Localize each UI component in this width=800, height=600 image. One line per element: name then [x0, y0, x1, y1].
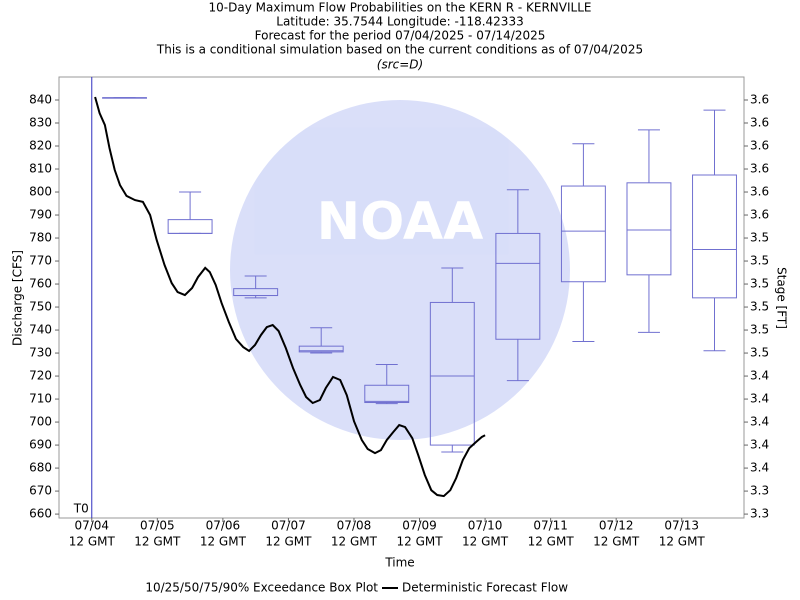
box — [429, 301, 475, 446]
y2-tick-label: 3.6 — [750, 162, 769, 176]
box — [692, 174, 737, 299]
title: This is a conditional simulation based o… — [156, 43, 643, 57]
y-tick-label: 700 — [29, 415, 52, 429]
y2-tick-label: 3.4 — [750, 461, 769, 475]
x-tick-label: 07/04 — [74, 519, 109, 533]
y-tick-label: 660 — [29, 507, 52, 521]
y-axis-label: Discharge [CFS] — [11, 250, 25, 346]
x-tick-label: 07/07 — [271, 519, 306, 533]
box — [626, 182, 672, 276]
y2-tick-label: 3.4 — [750, 392, 769, 406]
plot-frame — [58, 76, 745, 519]
x-tick-label: 07/08 — [337, 519, 372, 533]
watermark-disc — [230, 100, 570, 440]
flow-line — [94, 96, 486, 498]
y-tick-label: 740 — [29, 323, 52, 337]
y2-tick-label: 3.6 — [750, 116, 769, 130]
y-tick-label: 800 — [29, 185, 52, 199]
forecast-start-label: T0 — [73, 502, 89, 516]
y2-tick-label: 3.5 — [750, 254, 769, 268]
y-tick-label: 680 — [29, 461, 52, 475]
box — [495, 232, 541, 340]
y-tick-label: 730 — [29, 346, 52, 360]
x-axis-label: Time — [384, 556, 414, 570]
y-tick-label: 830 — [29, 116, 52, 130]
title: 10-Day Maximum Flow Probabilities on the… — [209, 1, 592, 15]
x-tick-sublabel: 12 GMT — [265, 535, 312, 549]
y-tick-label: 840 — [29, 93, 52, 107]
y-tick-label: 710 — [29, 392, 52, 406]
y2-tick-label: 3.6 — [750, 185, 769, 199]
x-tick-label: 07/10 — [468, 519, 503, 533]
x-tick-sublabel: 12 GMT — [462, 535, 509, 549]
y2-tick-label: 3.3 — [750, 484, 769, 498]
x-tick-label: 07/12 — [599, 519, 634, 533]
x-tick-sublabel: 12 GMT — [659, 535, 706, 549]
box — [364, 384, 410, 404]
y2-tick-label: 3.5 — [750, 323, 769, 337]
title: Latitude: 35.7544 Longitude: -118.42333 — [276, 15, 523, 29]
y-tick-label: 670 — [29, 484, 52, 498]
y-tick-label: 790 — [29, 208, 52, 222]
y2-tick-label: 3.6 — [750, 208, 769, 222]
x-tick-sublabel: 12 GMT — [134, 535, 181, 549]
legend-label: 10/25/50/75/90% Exceedance Box Plot — [145, 581, 378, 595]
x-tick-label: 07/13 — [664, 519, 699, 533]
watermark: NOAA — [230, 100, 570, 440]
y2-tick-label: 3.5 — [750, 231, 769, 245]
y2-axis-label: Stage [FT] — [775, 267, 789, 329]
legend-label: Deterministic Forecast Flow — [402, 581, 568, 595]
y2-tick-label: 3.6 — [750, 139, 769, 153]
y-tick-label: 770 — [29, 254, 52, 268]
y-tick-label: 820 — [29, 139, 52, 153]
x-tick-sublabel: 12 GMT — [396, 535, 443, 549]
y-tick-label: 760 — [29, 277, 52, 291]
y2-tick-label: 3.6 — [750, 93, 769, 107]
x-tick-sublabel: 12 GMT — [69, 535, 116, 549]
y2-tick-label: 3.4 — [750, 415, 769, 429]
subtitle: (src=D) — [377, 58, 423, 72]
y-tick-label: 810 — [29, 162, 52, 176]
watermark-logo: NOAA — [317, 192, 484, 252]
x-tick-label: 07/09 — [402, 519, 437, 533]
x-tick-label: 07/06 — [206, 519, 241, 533]
y2-tick-label: 3.3 — [750, 507, 769, 521]
title: Forecast for the period 07/04/2025 - 07/… — [255, 29, 546, 43]
y-tick-label: 690 — [29, 438, 52, 452]
box — [560, 185, 606, 283]
box — [298, 345, 344, 353]
x-tick-label: 07/05 — [140, 519, 175, 533]
y-tick-label: 750 — [29, 300, 52, 314]
x-tick-sublabel: 12 GMT — [593, 535, 640, 549]
x-tick-sublabel: 12 GMT — [200, 535, 247, 549]
x-tick-sublabel: 12 GMT — [528, 535, 575, 549]
x-tick-sublabel: 12 GMT — [331, 535, 378, 549]
x-tick-label: 07/11 — [533, 519, 568, 533]
box — [167, 219, 213, 234]
y2-tick-label: 3.4 — [750, 438, 769, 452]
y2-tick-label: 3.5 — [750, 346, 769, 360]
y2-tick-label: 3.5 — [750, 300, 769, 314]
y-tick-label: 720 — [29, 369, 52, 383]
y2-tick-label: 3.4 — [750, 369, 769, 383]
y-tick-label: 780 — [29, 231, 52, 245]
y2-tick-label: 3.5 — [750, 277, 769, 291]
